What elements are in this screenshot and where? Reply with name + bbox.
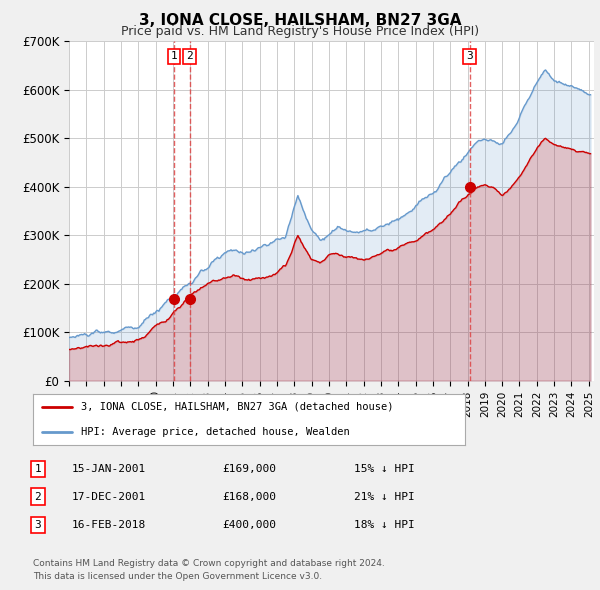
Text: 16-FEB-2018: 16-FEB-2018 [72, 520, 146, 530]
Text: 18% ↓ HPI: 18% ↓ HPI [354, 520, 415, 530]
Text: 17-DEC-2001: 17-DEC-2001 [72, 492, 146, 502]
Text: 2: 2 [186, 51, 193, 61]
Text: 15% ↓ HPI: 15% ↓ HPI [354, 464, 415, 474]
Text: 15-JAN-2001: 15-JAN-2001 [72, 464, 146, 474]
Text: 2: 2 [34, 492, 41, 502]
Text: 3, IONA CLOSE, HAILSHAM, BN27 3GA (detached house): 3, IONA CLOSE, HAILSHAM, BN27 3GA (detac… [80, 402, 393, 411]
Text: Price paid vs. HM Land Registry's House Price Index (HPI): Price paid vs. HM Land Registry's House … [121, 25, 479, 38]
Text: 3: 3 [466, 51, 473, 61]
Text: £400,000: £400,000 [222, 520, 276, 530]
Text: 21% ↓ HPI: 21% ↓ HPI [354, 492, 415, 502]
Text: 3, IONA CLOSE, HAILSHAM, BN27 3GA: 3, IONA CLOSE, HAILSHAM, BN27 3GA [139, 13, 461, 28]
Text: 3: 3 [34, 520, 41, 530]
Text: 1: 1 [170, 51, 177, 61]
Text: HPI: Average price, detached house, Wealden: HPI: Average price, detached house, Weal… [80, 428, 349, 437]
Text: £168,000: £168,000 [222, 492, 276, 502]
Text: 1: 1 [34, 464, 41, 474]
Text: This data is licensed under the Open Government Licence v3.0.: This data is licensed under the Open Gov… [33, 572, 322, 581]
Text: £169,000: £169,000 [222, 464, 276, 474]
Text: Contains HM Land Registry data © Crown copyright and database right 2024.: Contains HM Land Registry data © Crown c… [33, 559, 385, 568]
